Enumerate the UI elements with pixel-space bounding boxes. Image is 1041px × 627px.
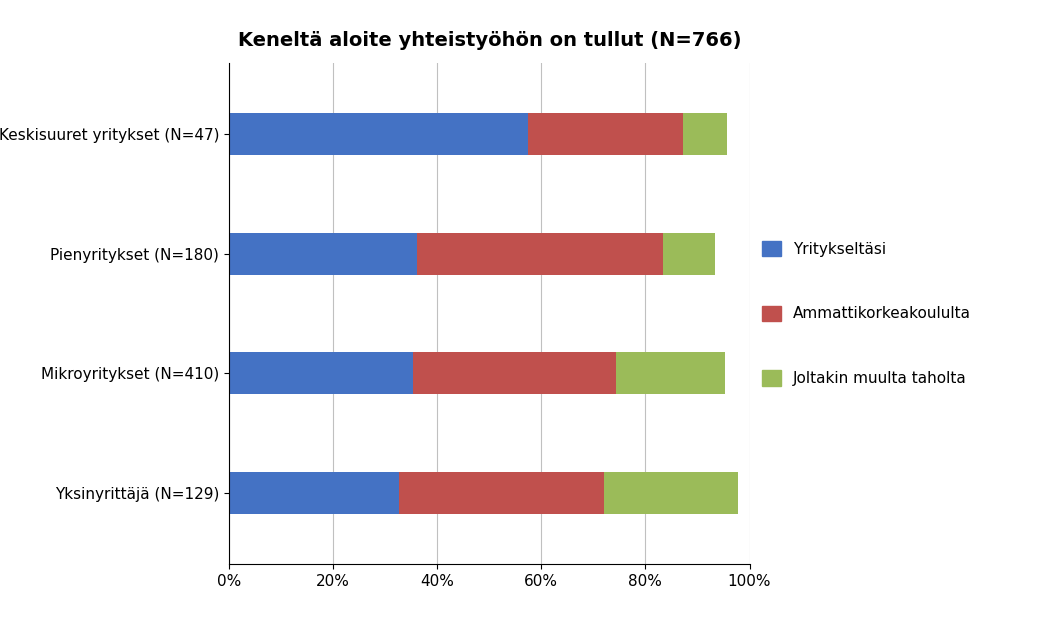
Bar: [229, 472, 399, 514]
Bar: [416, 233, 662, 275]
Bar: [229, 113, 528, 155]
Bar: [399, 472, 604, 514]
Bar: [662, 233, 714, 275]
Legend: Yritykseltäsi, Ammattikorkeakoululta, Joltakin muulta taholta: Yritykseltäsi, Ammattikorkeakoululta, Jo…: [762, 241, 971, 386]
Bar: [413, 352, 616, 394]
Bar: [229, 233, 416, 275]
Bar: [616, 352, 725, 394]
Bar: [683, 113, 727, 155]
Bar: [604, 472, 738, 514]
Bar: [229, 352, 413, 394]
Bar: [528, 113, 683, 155]
Title: Keneltä aloite yhteistyöhön on tullut (N=766): Keneltä aloite yhteistyöhön on tullut (N…: [237, 31, 741, 50]
